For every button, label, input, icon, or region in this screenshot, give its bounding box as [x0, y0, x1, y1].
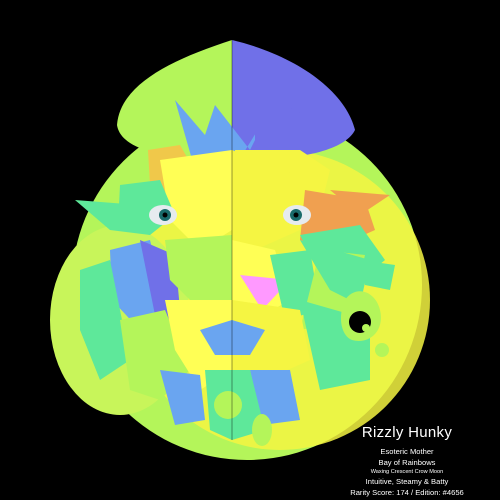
hood-left	[117, 40, 232, 159]
caption-line-4: Intuitive, Steamy & Batty	[365, 477, 449, 486]
caption-line-5: Rarity Score: 174 / Edition: #4656	[350, 487, 464, 497]
caption-block: Rizzly Hunky Esoteric Mother Bay of Rain…	[332, 424, 482, 498]
character-name: Rizzly Hunky	[361, 424, 453, 441]
caption-line-2: Bay of Rainbows	[378, 457, 436, 467]
caption-line-3: Waxing Crescent Crow Moon	[370, 469, 444, 475]
caption-line-1: Esoteric Mother	[380, 447, 434, 456]
